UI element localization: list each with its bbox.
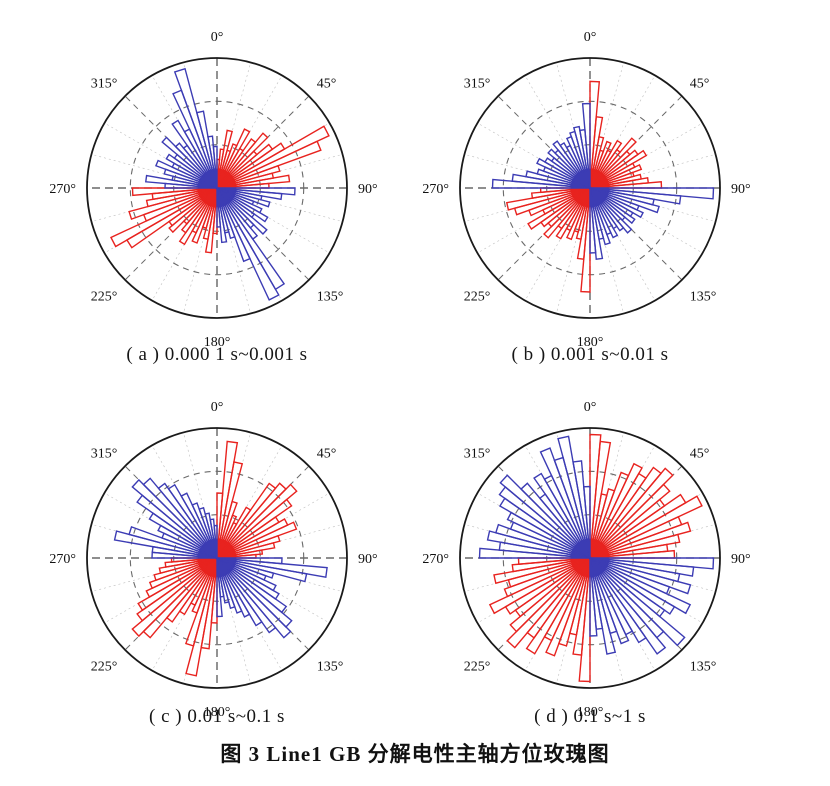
subcaption-a: ( a ) 0.000 1 s~0.001 s (126, 344, 308, 365)
rose-chart-d: 0° 45° 90° 135° 180° 225° 270° 315° (422, 400, 751, 720)
angle-label-90: 90° (731, 552, 751, 567)
angle-label-180: 180° (577, 705, 604, 720)
angle-label-0: 0° (584, 400, 597, 415)
angle-label-270: 270° (49, 552, 76, 567)
rose-chart-a: 0° 45° 90° 135° 180° 225° 270° 315° (49, 30, 378, 350)
rose-plot-b: 0° 45° 90° 135° 180° 225° 270° 315° (400, 26, 780, 366)
angle-label-315: 315° (91, 446, 118, 461)
angle-label-135: 135° (690, 660, 717, 675)
rose-plot-d: 0° 45° 90° 135° 180° 225° 270° 315° (400, 396, 780, 736)
angle-label-45: 45° (317, 76, 337, 91)
angle-label-45: 45° (317, 446, 337, 461)
angle-label-45: 45° (690, 446, 710, 461)
angle-label-180: 180° (577, 335, 604, 350)
angle-label-225: 225° (91, 290, 118, 305)
angle-label-90: 90° (358, 552, 378, 567)
angle-label-90: 90° (731, 182, 751, 197)
rose-chart-b: 0° 45° 90° 135° 180° 225° 270° 315° (422, 30, 751, 350)
angle-label-225: 225° (464, 660, 491, 675)
rose-plot-c: 0° 45° 90° 135° 180° 225° 270° 315° (27, 396, 407, 736)
angle-label-0: 0° (584, 30, 597, 45)
angle-label-45: 45° (690, 76, 710, 91)
subcaption-b: ( b ) 0.001 s~0.01 s (511, 344, 669, 365)
angle-label-225: 225° (464, 290, 491, 305)
angle-label-180: 180° (204, 335, 231, 350)
angle-label-315: 315° (464, 446, 491, 461)
angle-label-0: 0° (211, 30, 224, 45)
rose-plot-a: 0° 45° 90° 135° 180° 225° 270° 315° (27, 26, 407, 366)
rose-chart-c: 0° 45° 90° 135° 180° 225° 270° 315° (49, 400, 378, 720)
angle-label-315: 315° (91, 76, 118, 91)
angle-label-270: 270° (49, 182, 76, 197)
angle-label-225: 225° (91, 660, 118, 675)
figure-caption: 图 3 Line1 GB 分解电性主轴方位玫瑰图 (220, 742, 610, 766)
subcaption-c: ( c ) 0.01 s~0.1 s (149, 706, 285, 727)
angle-label-90: 90° (358, 182, 378, 197)
angle-label-270: 270° (422, 182, 449, 197)
angle-label-180: 180° (204, 705, 231, 720)
angle-label-135: 135° (317, 290, 344, 305)
angle-label-270: 270° (422, 552, 449, 567)
angle-label-135: 135° (690, 290, 717, 305)
angle-label-135: 135° (317, 660, 344, 675)
angle-label-0: 0° (211, 400, 224, 415)
angle-label-315: 315° (464, 76, 491, 91)
subcaption-d: ( d ) 0.1 s~1 s (534, 706, 646, 727)
